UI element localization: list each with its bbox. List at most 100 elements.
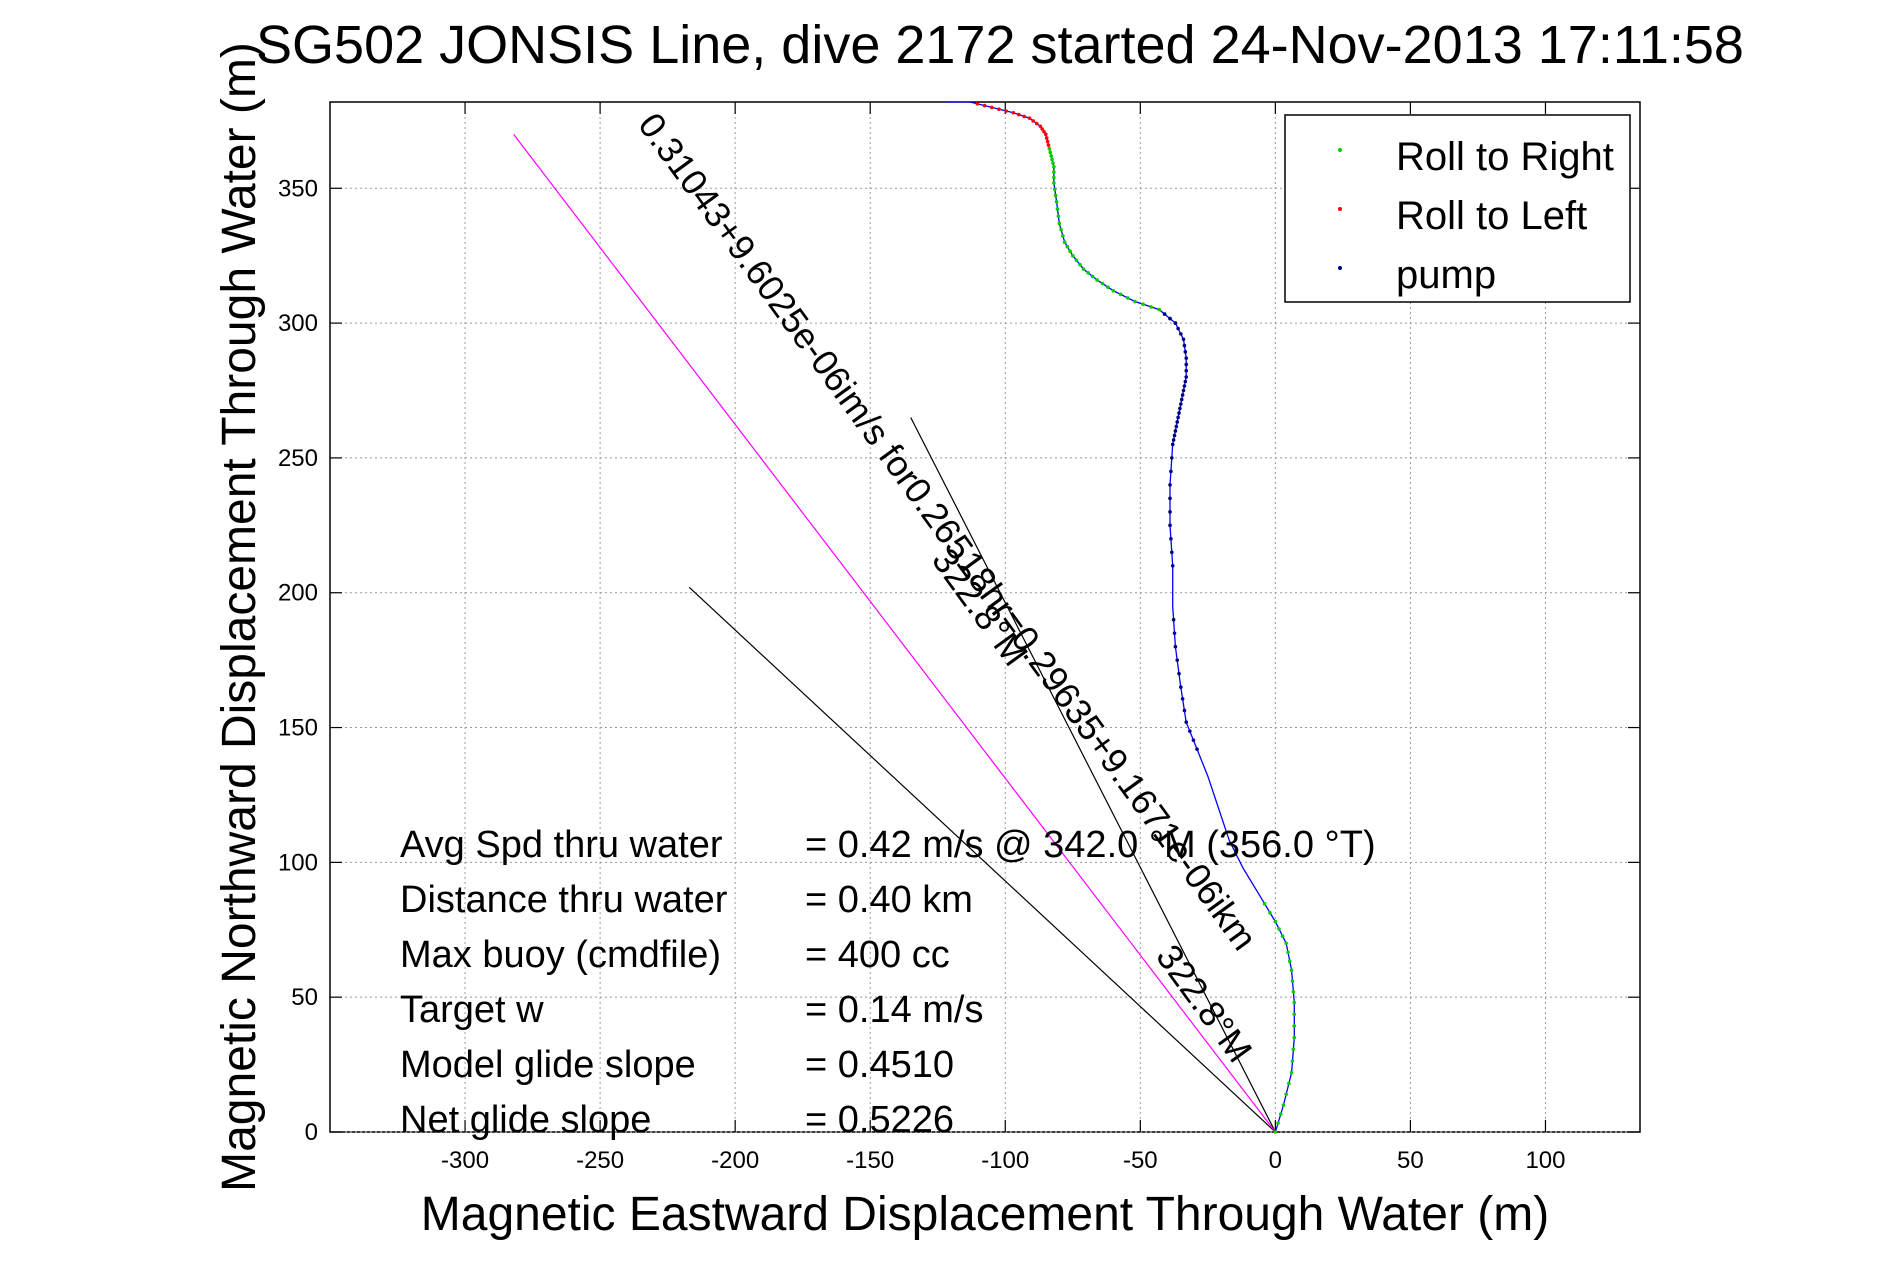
roll-right-point [1133, 299, 1137, 304]
roll-right-point [1078, 262, 1082, 267]
stat-label: Distance thru water [400, 879, 728, 921]
pump-point [1191, 738, 1196, 742]
legend-label-roll-right: Roll to Right [1396, 135, 1614, 179]
roll-right-point [1292, 1000, 1297, 1005]
chart-title: SG502 JONSIS Line, dive 2172 started 24-… [256, 15, 1744, 75]
roll-right-point [1050, 157, 1054, 162]
pump-point [1183, 350, 1188, 354]
roll-right-point [1276, 1121, 1280, 1125]
roll-right-point [1074, 258, 1079, 262]
pump-point [1171, 617, 1176, 622]
legend: Roll to Right Roll to Left pump [1284, 114, 1631, 303]
pump-point [1170, 456, 1174, 460]
roll-right-point [1068, 249, 1072, 253]
roll-right-point [1081, 267, 1086, 271]
x-tick-label: -300 [441, 1147, 489, 1174]
pump-point [1172, 433, 1177, 438]
pump-point [1179, 402, 1183, 406]
y-axis-ticks: 0 50 100 150 200 250 300 350 [278, 175, 1640, 1146]
pump-point [1182, 384, 1187, 388]
pump-point [1162, 312, 1167, 316]
roll-right-point [1061, 234, 1065, 238]
pump-point [1184, 356, 1189, 360]
roll-right-point [1090, 274, 1095, 279]
pump-point [1182, 343, 1187, 348]
roll-right-point [1291, 1047, 1296, 1052]
roll-right-point [1273, 1130, 1278, 1134]
roll-right-point [1292, 1024, 1297, 1028]
roll-right-point [1065, 244, 1070, 249]
heading-line-1 [910, 417, 1276, 1133]
pump-point [1168, 483, 1172, 487]
roll-right-point [1052, 187, 1057, 191]
y-tick-label: 50 [291, 984, 318, 1011]
stat-label: Target w [400, 989, 544, 1031]
roll-right-point [1262, 901, 1267, 906]
legend-label-pump: pump [1396, 253, 1496, 297]
roll-right-point [1287, 1081, 1291, 1086]
roll-right-point [1157, 307, 1162, 312]
pump-point [1171, 438, 1176, 442]
roll-left-point [1004, 109, 1008, 113]
roll-left-point [1038, 124, 1043, 129]
roll-right-point [1052, 175, 1056, 180]
pump-point [1168, 510, 1172, 514]
roll-left-point [1043, 132, 1048, 137]
roll-right-point [1100, 281, 1105, 286]
stat-value: = 0.14 m/s [805, 989, 983, 1031]
roll-left-point [1042, 129, 1046, 134]
roll-right-point [1280, 934, 1285, 938]
y-tick-label: 150 [278, 715, 318, 742]
roll-right-point [1106, 285, 1110, 289]
track-line [945, 101, 1295, 1133]
pump-point [1183, 379, 1188, 384]
legend-marker-roll-left [1338, 207, 1342, 211]
roll-right-point [1057, 221, 1062, 226]
roll-right-point [1292, 1012, 1297, 1017]
roll-right-point [1070, 253, 1075, 258]
y-tick-label: 350 [278, 175, 318, 202]
pump-point [1168, 316, 1172, 321]
pump-point [1180, 696, 1185, 701]
stat-value: = 0.5226 [805, 1099, 954, 1141]
x-tick-label: 0 [1269, 1147, 1282, 1174]
roll-right-point [1149, 305, 1153, 309]
pump-point [1184, 375, 1189, 379]
stat-value: = 400 cc [805, 934, 950, 976]
stats-block: Avg Spd thru water = 0.42 m/s @ 342.0 °M … [400, 824, 1376, 1141]
pump-point [1179, 332, 1183, 336]
y-tick-label: 250 [278, 445, 318, 472]
pump-point [1184, 362, 1189, 367]
pump-point [1170, 550, 1174, 555]
roll-right-point [1054, 199, 1059, 204]
x-tick-label: -250 [576, 1147, 624, 1174]
roll-right-point [1278, 1112, 1283, 1116]
roll-right-point [1053, 193, 1058, 198]
roll-right-point [1052, 181, 1056, 185]
roll-right-point [1062, 240, 1067, 245]
roll-right-point [1284, 1092, 1288, 1097]
pump-point [1179, 397, 1184, 402]
pump-point [1181, 337, 1186, 342]
roll-left-point [1027, 116, 1032, 120]
roll-left-point [1016, 112, 1021, 117]
pump-point [1169, 537, 1173, 541]
stat-value: = 0.4510 [805, 1044, 954, 1086]
pump-point [1170, 442, 1175, 447]
roll-right-point [1051, 161, 1055, 165]
roll-left-point [1040, 127, 1044, 131]
roll-right-point [1125, 296, 1130, 300]
roll-right-point [1052, 170, 1056, 174]
y-axis-label: Magnetic Northward Displacement Through … [213, 42, 266, 1192]
roll-right-point [1049, 154, 1053, 158]
roll-right-point [1292, 1035, 1297, 1040]
roll-right-point [1290, 979, 1295, 983]
x-tick-label: -100 [981, 1147, 1029, 1174]
roll-right-point [1111, 288, 1116, 293]
pump-point [1173, 429, 1178, 433]
pump-point [1169, 469, 1173, 474]
pump-point [1170, 563, 1175, 568]
stat-label: Net glide slope [400, 1099, 651, 1141]
pump-point [1174, 424, 1179, 429]
